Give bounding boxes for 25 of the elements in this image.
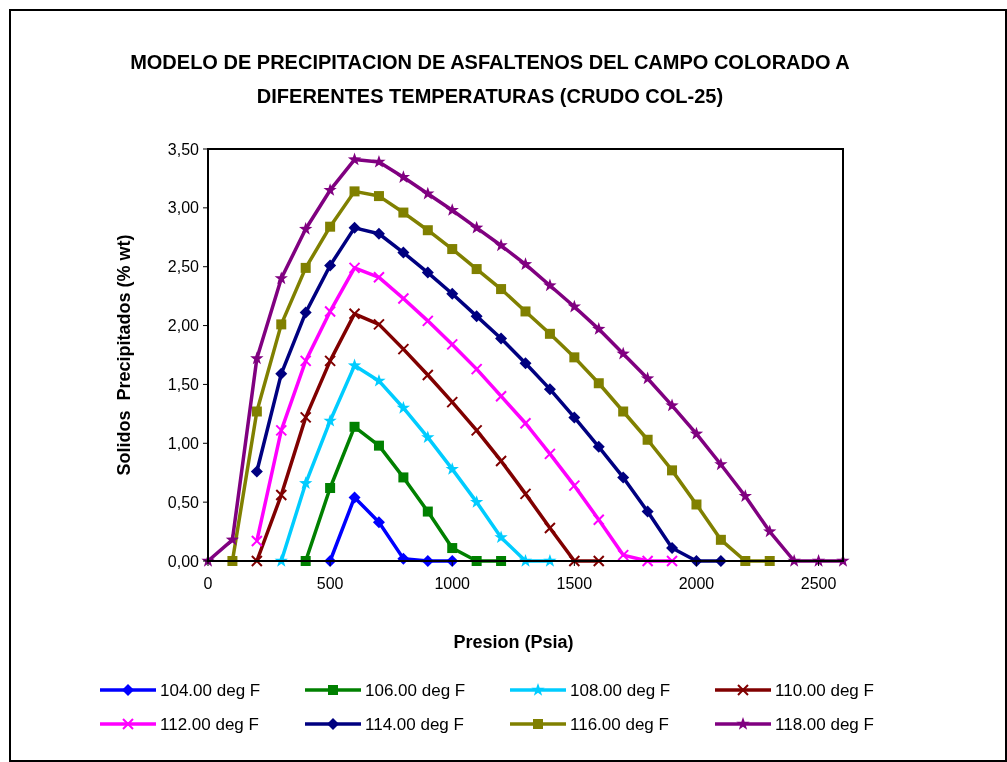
y-tick-label: 0,00: [167, 552, 200, 570]
legend-label: 114.00 deg F: [365, 714, 464, 734]
y-axis-title: Solidos Precipitados (% wt): [114, 234, 134, 476]
x-axis-title: Presion (Psia): [453, 632, 574, 652]
x-tick-label: 0: [203, 575, 213, 592]
y-tick-label: 3,00: [167, 199, 200, 217]
legend-label: 116.00 deg F: [570, 714, 669, 734]
legend-label: 108.00 deg F: [570, 680, 671, 700]
legend-label: 112.00 deg F: [160, 714, 259, 734]
legend-label: 106.00 deg F: [365, 680, 466, 700]
y-tick-label: 1,00: [167, 434, 200, 452]
legend-label: 118.00 deg F: [775, 714, 874, 734]
legend-label: 110.00 deg F: [775, 680, 874, 700]
chart-title: MODELO DE PRECIPITACION DE ASFALTENOS DEL CAMPO COLORADO A DIFERENTES TEMPERATURAS (CRUDO COL-25): [130, 51, 850, 107]
y-tick-label: 1,50: [167, 376, 200, 394]
x-tick-label: 2500: [800, 575, 837, 592]
x-tick-label: 1500: [556, 575, 593, 592]
y-tick-label: 0,50: [167, 493, 200, 511]
x-tick-label: 500: [316, 575, 344, 592]
y-tick-label: 2,00: [167, 317, 200, 335]
x-tick-label: 2000: [678, 575, 715, 592]
x-tick-label: 1000: [434, 575, 471, 592]
legend-label: 104.00 deg F: [160, 680, 261, 700]
y-tick-label: 2,50: [167, 258, 200, 276]
y-tick-label: 3,50: [167, 140, 200, 158]
